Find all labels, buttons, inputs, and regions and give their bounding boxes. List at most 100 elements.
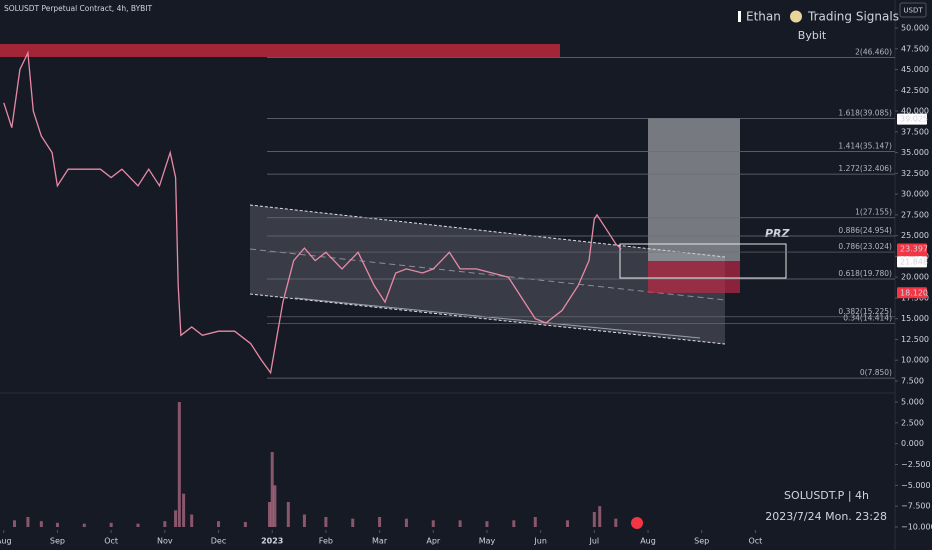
price-tag <box>897 256 927 268</box>
brand-icon <box>790 10 802 23</box>
price-tag <box>897 287 927 299</box>
x-tick-label: Sep <box>50 537 65 546</box>
y-tick-label: 50.000 <box>901 24 929 33</box>
y-tick-label: 47.500 <box>901 44 929 53</box>
fib-label: 0.618(19.780) <box>838 269 892 278</box>
volume-bar <box>217 521 221 527</box>
volume-bar <box>177 402 181 527</box>
y-tick-label: 10.000 <box>901 356 929 365</box>
fib-label: 0(7.850) <box>860 368 892 377</box>
x-tick-label: May <box>479 537 496 546</box>
fib-label: 1(27.155) <box>855 208 892 217</box>
price-tag-label: 18.120 <box>900 288 928 297</box>
y-tick-label: 32.500 <box>901 169 929 178</box>
volume-bar <box>324 517 328 527</box>
volume-bar <box>378 517 382 527</box>
channel-fill <box>250 205 725 344</box>
y2-tick-label: −2.500 <box>901 460 931 469</box>
x-tick-label: Nov <box>157 537 173 546</box>
x-tick-label: Apr <box>426 537 441 546</box>
target-box <box>648 118 740 261</box>
volume-bar <box>565 520 569 527</box>
volume-bar <box>190 514 194 527</box>
y-tick-label: 42.500 <box>901 86 929 95</box>
fib-label: 0.786(23.024) <box>838 242 892 251</box>
x-tick-label: Jul <box>589 537 600 546</box>
volume-bar <box>614 518 618 527</box>
supply-zone <box>0 44 560 57</box>
chart-title: SOLUSDT Perpetual Contract, 4h, BYBIT <box>4 4 153 13</box>
y-tick-label: 45.000 <box>901 65 929 74</box>
y-tick-label: 20.000 <box>901 273 929 282</box>
currency-box <box>899 2 927 18</box>
volume-bar <box>39 521 43 527</box>
fib-label: 0.34(14.414) <box>843 314 892 323</box>
volume-bar <box>533 517 537 527</box>
brand: Trading Signals <box>807 10 899 24</box>
x-tick-label: Aug <box>640 537 656 546</box>
fib-label: 1.414(35.147) <box>838 141 892 150</box>
x-tick-label: Sep <box>694 537 709 546</box>
prz-box <box>619 243 787 279</box>
volume-bar <box>458 520 462 527</box>
fib-label: 0.382(15.225) <box>838 307 892 316</box>
volume-bar <box>26 517 30 527</box>
y-tick-label: 35.000 <box>901 148 929 157</box>
volume-bar <box>270 452 274 527</box>
x-tick-label: Dec <box>211 537 226 546</box>
x-tick-label: Oct <box>104 537 118 546</box>
y-tick-label: 37.500 <box>901 127 929 136</box>
fib-label: 1.618(39.085) <box>838 109 892 118</box>
x-tick-label: 2023 <box>261 537 283 546</box>
y2-tick-label: −5.000 <box>901 481 931 490</box>
price-tag-label: 23.397 <box>900 244 928 253</box>
volume-bar <box>598 506 602 527</box>
price-tag <box>897 243 927 255</box>
author: Ethan <box>746 10 781 24</box>
volume-bar <box>136 523 140 527</box>
stop-box <box>648 261 740 293</box>
x-tick-label: Mar <box>372 537 388 546</box>
x-tick-label: Oct <box>748 537 762 546</box>
volume-bar <box>592 512 596 527</box>
event-icon <box>631 517 643 529</box>
volume-bar <box>273 485 277 527</box>
y2-tick-label: 0.000 <box>901 439 924 448</box>
volume-bar <box>431 520 435 527</box>
price-tag <box>897 113 927 125</box>
y-tick-label: 27.500 <box>901 210 929 219</box>
y-tick-label: 30.000 <box>901 190 929 199</box>
volume-bar <box>182 493 186 527</box>
volume-bar <box>55 522 59 527</box>
volume-bar <box>243 522 247 527</box>
y-tick-label: 12.500 <box>901 335 929 344</box>
y-tick-label: 25.000 <box>901 231 929 240</box>
fib-label: 2(46.460) <box>855 47 892 56</box>
volume-bar <box>286 502 290 527</box>
volume-bar <box>174 510 178 527</box>
y-tick-label: 7.500 <box>901 377 924 386</box>
y2-tick-label: −10.000 <box>901 523 932 532</box>
fib-label: 1.272(32.406) <box>838 164 892 173</box>
volume-bar <box>12 520 16 527</box>
symbol-label: SOLUSDT.P | 4h <box>784 489 869 502</box>
prz-label: PRZ <box>765 227 791 240</box>
author-icon <box>738 11 741 22</box>
y-tick-label: 15.000 <box>901 314 929 323</box>
volume-bar <box>82 523 86 527</box>
x-tick-label: Jun <box>533 537 547 546</box>
volume-bar <box>163 521 167 527</box>
y2-tick-label: 5.000 <box>901 398 924 407</box>
y-tick-label: 40.000 <box>901 107 929 116</box>
volume-bar <box>485 521 489 527</box>
volume-bar <box>268 502 272 527</box>
volume-bar <box>109 522 113 527</box>
fib-label: 0.886(24.954) <box>838 226 892 235</box>
volume-bar <box>351 518 355 527</box>
x-tick-label: Feb <box>319 537 333 546</box>
price-tag-label: 39.025 <box>900 115 928 124</box>
currency: USDT <box>903 7 923 15</box>
